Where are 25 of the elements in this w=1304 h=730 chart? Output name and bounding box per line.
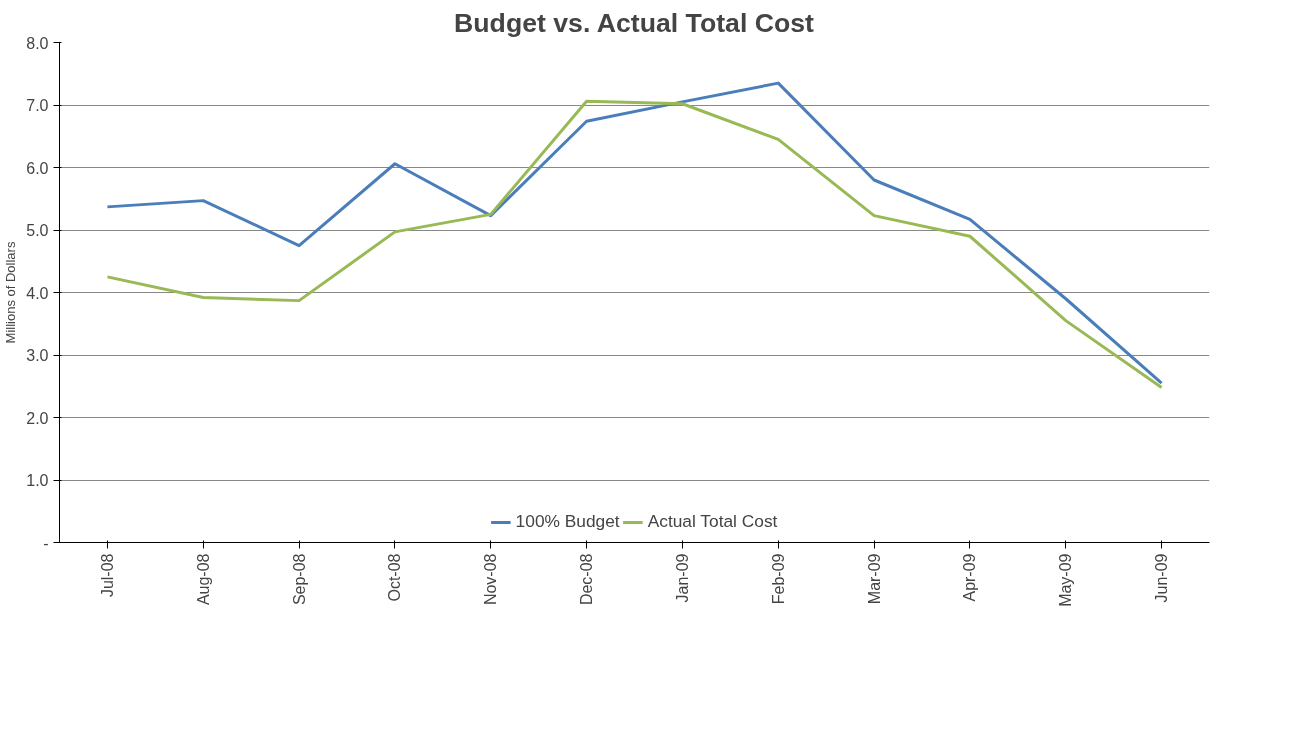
x-tick-label: Mar-09 [865,553,883,605]
y-tick-label: 8.0 [26,34,49,52]
y-tick-label: 4.0 [26,284,49,302]
x-tick-label: Dec-08 [578,553,596,606]
x-tick-label: May-09 [1057,553,1075,607]
y-tick-label: 2.0 [26,409,49,427]
x-tick-label: Feb-09 [769,553,787,605]
y-tick-label: 7.0 [26,97,49,114]
y-tick-label: - [43,534,49,552]
x-tick-label: Jan-09 [673,553,691,603]
x-tick-label: Nov-08 [482,553,500,606]
legend-label: 100% Budget [515,511,620,532]
y-tick-label: 3.0 [26,347,49,364]
x-tick-label: Aug-08 [194,553,212,606]
y-tick-label: 6.0 [26,159,49,177]
x-tick-label: Jun-09 [1153,553,1171,603]
x-tick-label: Jul-08 [98,553,116,598]
x-tick-label: Oct-08 [386,553,404,602]
y-axis-title: Millions of Dollars [3,241,19,344]
chart-title: Budget vs. Actual Total Cost [454,7,815,38]
legend-label: Actual Total Cost [647,511,778,532]
x-tick-label: Sep-08 [290,553,308,606]
x-tick-label: Apr-09 [961,553,979,602]
y-tick-label: 1.0 [26,472,49,489]
y-tick-label: 5.0 [26,222,49,239]
